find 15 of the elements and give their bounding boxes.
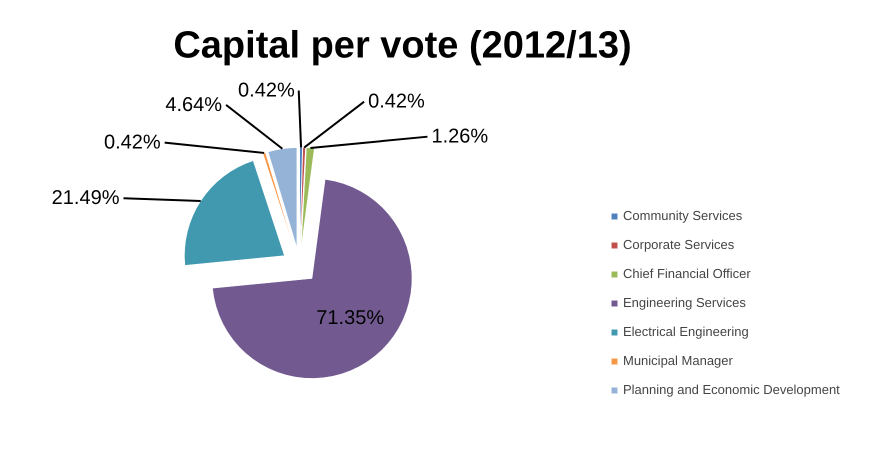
data-label: 0.42%: [368, 90, 426, 113]
data-label: 1.26%: [431, 126, 488, 148]
legend-label: Engineering Services: [623, 295, 746, 310]
legend-label: Community Services: [623, 208, 742, 223]
data-label: 21.49%: [52, 187, 120, 210]
data-label: 71.35%: [316, 307, 384, 330]
legend-label: Planning and Economic Development: [623, 382, 840, 397]
legend-label: Corporate Services: [623, 237, 734, 252]
legend-label: Electrical Engineering: [623, 324, 749, 339]
legend-label: Municipal Manager: [623, 353, 733, 368]
chart-title: Capital per vote (2012/13): [173, 24, 632, 66]
legend-label: Chief Financial Officer: [623, 266, 751, 281]
data-label: 4.64%: [165, 94, 222, 116]
data-label: 0.42%: [238, 80, 295, 102]
data-label: 0.42%: [104, 132, 161, 154]
